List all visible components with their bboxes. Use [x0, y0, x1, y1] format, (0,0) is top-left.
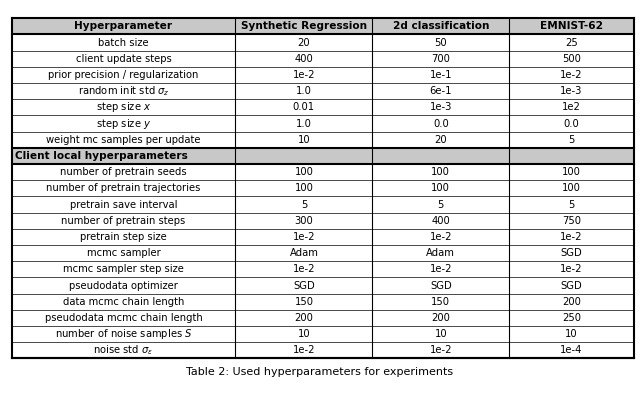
- Text: pseudodata mcmc chain length: pseudodata mcmc chain length: [45, 313, 202, 323]
- Bar: [12, 18, 236, 34]
- Bar: [372, 148, 509, 164]
- Bar: [372, 18, 509, 34]
- Text: 1e-2: 1e-2: [560, 232, 582, 242]
- Text: Synthetic Regression: Synthetic Regression: [241, 21, 367, 31]
- Text: 150: 150: [294, 297, 314, 307]
- Text: number of pretrain trajectories: number of pretrain trajectories: [46, 183, 201, 193]
- Text: 1e-2: 1e-2: [560, 264, 582, 274]
- Text: 5: 5: [568, 200, 575, 209]
- Text: Adam: Adam: [289, 248, 318, 258]
- Text: 100: 100: [294, 183, 314, 193]
- Text: noise std $\sigma_\epsilon$: noise std $\sigma_\epsilon$: [93, 343, 154, 357]
- Text: 250: 250: [562, 313, 581, 323]
- Text: Client local hyperparameters: Client local hyperparameters: [15, 151, 188, 161]
- Text: 200: 200: [562, 297, 581, 307]
- Text: 750: 750: [562, 216, 581, 226]
- Text: step size $y$: step size $y$: [96, 117, 151, 130]
- Text: 5: 5: [568, 135, 575, 145]
- Text: 1e-1: 1e-1: [429, 70, 452, 80]
- Text: 5: 5: [438, 200, 444, 209]
- Text: SGD: SGD: [561, 248, 582, 258]
- Text: 1e-2: 1e-2: [292, 345, 315, 355]
- Text: mcmc sampler step size: mcmc sampler step size: [63, 264, 184, 274]
- Bar: [236, 18, 372, 34]
- Text: pretrain save interval: pretrain save interval: [70, 200, 177, 209]
- Text: 150: 150: [431, 297, 451, 307]
- Text: 10: 10: [298, 329, 310, 339]
- Text: 1.0: 1.0: [296, 119, 312, 128]
- Text: pseudodata optimizer: pseudodata optimizer: [69, 281, 178, 290]
- Text: 10: 10: [435, 329, 447, 339]
- Text: 50: 50: [435, 38, 447, 47]
- Text: 0.0: 0.0: [433, 119, 449, 128]
- Text: pretrain step size: pretrain step size: [80, 232, 167, 242]
- Text: 700: 700: [431, 54, 450, 64]
- Text: 200: 200: [294, 313, 314, 323]
- Text: 2d classification: 2d classification: [392, 21, 489, 31]
- Text: 1e-3: 1e-3: [560, 86, 582, 96]
- Bar: [509, 18, 634, 34]
- Text: 5: 5: [301, 200, 307, 209]
- Text: 100: 100: [431, 183, 450, 193]
- Text: 0.0: 0.0: [563, 119, 579, 128]
- Text: number of pretrain steps: number of pretrain steps: [61, 216, 186, 226]
- Text: 1e-2: 1e-2: [429, 264, 452, 274]
- Text: 1e-2: 1e-2: [292, 70, 315, 80]
- Text: prior precision / regularization: prior precision / regularization: [48, 70, 198, 80]
- Text: random init std $\sigma_z$: random init std $\sigma_z$: [77, 84, 170, 98]
- Bar: [509, 148, 634, 164]
- Text: 1e-3: 1e-3: [429, 102, 452, 112]
- Bar: [236, 148, 372, 164]
- Text: SGD: SGD: [430, 281, 452, 290]
- Text: 300: 300: [294, 216, 313, 226]
- Text: 400: 400: [294, 54, 313, 64]
- Bar: [12, 148, 236, 164]
- Text: SGD: SGD: [561, 281, 582, 290]
- Text: 100: 100: [294, 167, 314, 177]
- Text: 10: 10: [565, 329, 578, 339]
- Text: mcmc sampler: mcmc sampler: [86, 248, 161, 258]
- Text: 1.0: 1.0: [296, 86, 312, 96]
- Text: EMNIST-62: EMNIST-62: [540, 21, 603, 31]
- Text: 6e-1: 6e-1: [429, 86, 452, 96]
- Text: step size $x$: step size $x$: [96, 100, 151, 114]
- Text: 1e-2: 1e-2: [429, 345, 452, 355]
- Text: 500: 500: [562, 54, 581, 64]
- Text: 100: 100: [431, 167, 450, 177]
- Text: SGD: SGD: [293, 281, 315, 290]
- Text: 1e-2: 1e-2: [292, 264, 315, 274]
- Text: number of pretrain seeds: number of pretrain seeds: [60, 167, 187, 177]
- Text: 1e-2: 1e-2: [429, 232, 452, 242]
- Text: 100: 100: [562, 167, 581, 177]
- Text: 20: 20: [298, 38, 310, 47]
- Text: Hyperparameter: Hyperparameter: [74, 21, 173, 31]
- Text: batch size: batch size: [98, 38, 149, 47]
- Text: Table 2: Used hyperparameters for experiments: Table 2: Used hyperparameters for experi…: [186, 367, 454, 377]
- Text: number of noise samples $S$: number of noise samples $S$: [54, 327, 192, 341]
- Text: 1e2: 1e2: [562, 102, 581, 112]
- Text: data mcmc chain length: data mcmc chain length: [63, 297, 184, 307]
- Text: 10: 10: [298, 135, 310, 145]
- Text: 25: 25: [565, 38, 578, 47]
- Text: client update steps: client update steps: [76, 54, 172, 64]
- Text: 400: 400: [431, 216, 450, 226]
- Text: 20: 20: [435, 135, 447, 145]
- Text: 0.01: 0.01: [293, 102, 315, 112]
- Text: 1e-4: 1e-4: [560, 345, 582, 355]
- Text: 1e-2: 1e-2: [292, 232, 315, 242]
- Text: weight mc samples per update: weight mc samples per update: [46, 135, 201, 145]
- Text: 100: 100: [562, 183, 581, 193]
- Text: Adam: Adam: [426, 248, 455, 258]
- Text: 1e-2: 1e-2: [560, 70, 582, 80]
- Text: 200: 200: [431, 313, 450, 323]
